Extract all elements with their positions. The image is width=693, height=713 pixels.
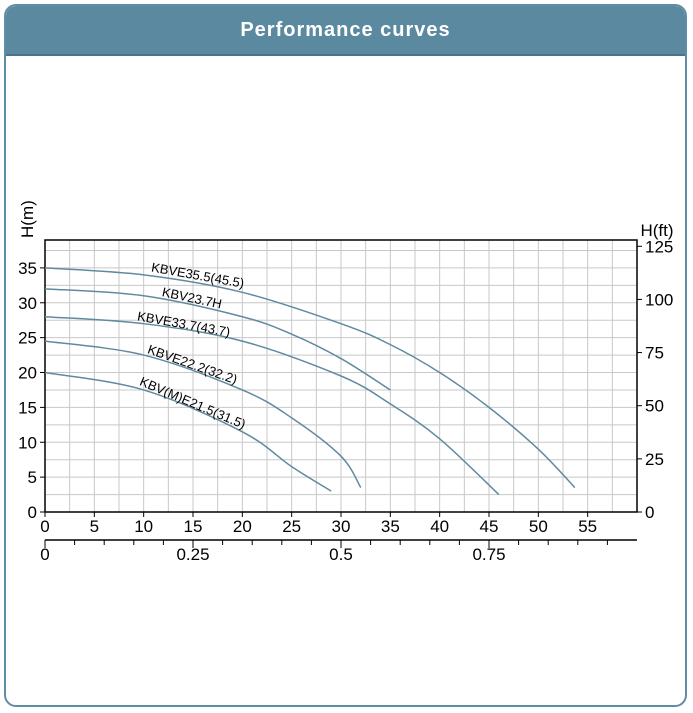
y-left-tick-label: 35 bbox=[18, 259, 37, 278]
chart-grid bbox=[45, 240, 637, 512]
y-right-tick-label: 0 bbox=[645, 503, 654, 522]
y-left-tick-label: 20 bbox=[18, 364, 37, 383]
y-axis-label-right: H(ft) bbox=[640, 221, 673, 240]
x-tick-label: 0 bbox=[40, 517, 49, 536]
y-left-tick-label: 10 bbox=[18, 433, 37, 452]
y-left-tick-label: 15 bbox=[18, 398, 37, 417]
y-right-tick-label: 25 bbox=[645, 450, 664, 469]
x-tick-label: 55 bbox=[578, 517, 597, 536]
curve-line bbox=[44, 315, 500, 496]
x-tick-label: 20 bbox=[233, 517, 252, 536]
y-axis-label-left: H(m) bbox=[18, 200, 37, 238]
y-right-tick-label: 100 bbox=[645, 290, 673, 309]
x-tick-label: 30 bbox=[332, 517, 351, 536]
curve-label: KBV23.7H bbox=[161, 284, 223, 311]
curve-label: KBVE33.7(43.7) bbox=[136, 308, 231, 339]
x-tick-label: 5 bbox=[90, 517, 99, 536]
x-tick-label: 35 bbox=[381, 517, 400, 536]
y-right-tick-label: 75 bbox=[645, 344, 664, 363]
y-left-tick-label: 0 bbox=[28, 503, 37, 522]
secondary-x-tick-label: 0.25 bbox=[176, 545, 209, 564]
x-tick-label: 10 bbox=[134, 517, 153, 536]
header-bar: Performance curves bbox=[6, 6, 685, 56]
y-left-tick-label: 25 bbox=[18, 329, 37, 348]
curve-line bbox=[44, 288, 391, 391]
header-title: Performance curves bbox=[240, 18, 451, 41]
y-left-tick-label: 30 bbox=[18, 294, 37, 313]
y-right-tick-label: 125 bbox=[645, 237, 673, 256]
curve-line bbox=[44, 267, 576, 489]
x-tick-label: 50 bbox=[529, 517, 548, 536]
curve-line bbox=[44, 340, 362, 488]
x-tick-label: 25 bbox=[282, 517, 301, 536]
curve-line bbox=[44, 371, 332, 492]
curves bbox=[44, 267, 576, 496]
secondary-x-tick-label: 0.5 bbox=[329, 545, 353, 564]
secondary-x-tick-label: 0.75 bbox=[472, 545, 505, 564]
x-tick-label: 15 bbox=[184, 517, 203, 536]
axis-ticks: 0 5 10 15 20 25 30 35 40 45 50 55 0 5 10 15 20 25 30 35 0 25 5… bbox=[18, 237, 673, 564]
secondary-x-tick-label: 0 bbox=[40, 545, 49, 564]
y-left-tick-label: 5 bbox=[28, 468, 37, 487]
y-right-tick-label: 50 bbox=[645, 397, 664, 416]
x-tick-label: 40 bbox=[430, 517, 449, 536]
x-tick-label: 45 bbox=[480, 517, 499, 536]
